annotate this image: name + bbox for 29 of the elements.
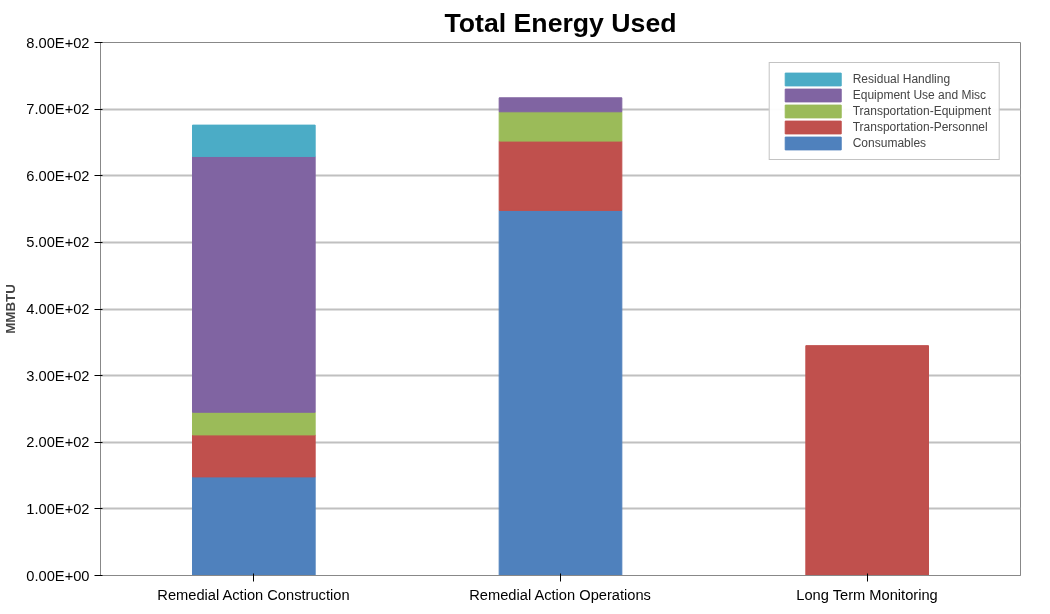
y-tick-label: 8.00E+02	[26, 34, 90, 51]
bar	[498, 209, 623, 576]
bar	[498, 140, 623, 211]
y-tick-label: 2.00E+02	[26, 434, 90, 451]
bar	[498, 111, 623, 142]
chart-title: Total Energy Used	[444, 7, 677, 38]
bar	[805, 345, 929, 576]
bar	[192, 155, 316, 413]
y-tick-label: 3.00E+02	[26, 367, 90, 384]
y-tick-label: 4.00E+02	[26, 301, 90, 317]
legend-label: Transportation-Personnel	[852, 120, 988, 134]
bar	[192, 124, 316, 157]
legend-label: Transportation-Equipment	[852, 104, 991, 118]
x-tick-label: Long Term Monitoring	[796, 586, 938, 603]
y-tick-label: 0.00E+00	[26, 567, 90, 584]
y-axis-title: MMBTU	[3, 284, 19, 334]
y-tick-label: 6.00E+02	[26, 167, 90, 184]
bar	[498, 97, 623, 113]
legend-label: Residual Handling	[852, 72, 951, 86]
legend-label: Equipment Use and Misc	[852, 88, 987, 102]
y-tick-label: 7.00E+02	[26, 101, 90, 118]
y-tick-label: 5.00E+02	[26, 234, 90, 251]
bar	[192, 476, 316, 576]
bar	[192, 411, 316, 436]
legend-label: Consumables	[852, 136, 927, 150]
bar	[192, 434, 316, 478]
x-tick-label: Remedial Action Operations	[469, 586, 651, 603]
y-tick-label: 1.00E+02	[26, 500, 90, 517]
x-tick-label: Remedial Action Construction	[157, 586, 350, 603]
